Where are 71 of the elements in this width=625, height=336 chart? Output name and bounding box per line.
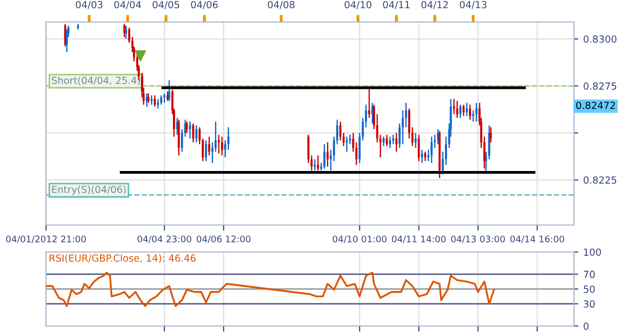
candlestick — [323, 144, 326, 170]
candlestick — [418, 134, 420, 162]
candlestick — [224, 140, 226, 158]
chart-title: RSI(EUR/GBP.Close, 14): 46.46 — [50, 254, 196, 263]
candlestick — [468, 104, 472, 120]
candlestick — [154, 94, 156, 108]
y-tick-label: 70 — [584, 270, 595, 278]
candlestick — [346, 136, 348, 152]
candlestick — [208, 136, 210, 156]
candlestick — [452, 98, 456, 115]
candlestick — [382, 136, 385, 147]
candlestick — [466, 102, 468, 117]
candlestick — [168, 80, 170, 102]
candlestick — [392, 134, 394, 145]
x2-tick-label: 04/04 — [114, 0, 142, 10]
candlestick — [66, 28, 68, 53]
candlestick — [456, 100, 458, 118]
y-tick-label: 0.8300 — [584, 35, 616, 43]
candlestick — [124, 25, 128, 40]
y-tick-label: 0.8275 — [584, 82, 616, 90]
ref-line-label: Short(04/04, 25.4) — [52, 76, 140, 86]
candlestick — [160, 94, 162, 106]
x-tick-label: 04/11 14:00 — [392, 236, 446, 244]
candlestick — [316, 154, 320, 172]
line-series — [46, 272, 495, 307]
y-tick-label: 50 — [584, 285, 595, 293]
y-tick-label: 0.8225 — [584, 176, 616, 184]
y-tick-label: 30 — [584, 300, 595, 308]
x-tick-label: 04/10 01:00 — [332, 236, 386, 244]
candlestick — [430, 136, 433, 164]
candlestick — [388, 136, 392, 149]
x-tick-label: 04/01/2012 21:00 — [6, 236, 86, 244]
x2-tick-label: 04/03 — [76, 0, 102, 10]
y-tick-label: 0 — [584, 322, 589, 330]
candlestick — [459, 104, 462, 118]
x-tick-label: 04/04 23:00 — [138, 236, 192, 244]
candlestick — [188, 120, 192, 140]
candlestick — [420, 149, 424, 164]
candlestick — [386, 134, 388, 147]
candlestick — [64, 23, 66, 48]
ref-line-label: Entry(S)(04/06) — [52, 186, 126, 195]
candlestick — [195, 124, 198, 143]
x2-tick-label: 04/08 — [268, 0, 295, 10]
x2-tick-label: 04/05 — [152, 0, 180, 10]
candlestick — [424, 151, 426, 162]
x-tick-label: 04/13 03:00 — [451, 236, 505, 244]
candlestick — [218, 134, 220, 154]
candlestick — [475, 102, 478, 122]
candlestick — [395, 132, 398, 152]
x-tick-label: 04/06 12:00 — [196, 236, 250, 244]
text: 0.82472 — [576, 102, 615, 110]
candlestick — [326, 142, 329, 168]
candlestick — [176, 117, 178, 136]
candlestick — [408, 108, 410, 140]
candlestick — [186, 120, 188, 134]
candlestick — [204, 140, 208, 162]
candlestick — [368, 87, 370, 118]
x2-tick-label: 04/13 — [460, 0, 486, 10]
x2-tick-label: 04/12 — [421, 0, 448, 10]
x-tick-label: 04/14 16:00 — [510, 236, 564, 244]
y-tick-label: 100 — [584, 248, 601, 256]
candlestick — [462, 104, 465, 117]
candlestick — [192, 122, 194, 143]
candlestick — [414, 132, 417, 149]
candlestick — [220, 136, 224, 156]
x2-tick-label: 04/06 — [191, 0, 218, 10]
candlestick — [490, 126, 492, 143]
candlestick — [472, 110, 474, 122]
x2-tick-label: 04/10 — [344, 0, 372, 10]
candlestick — [150, 94, 153, 106]
x2-tick-label: 04/11 — [383, 0, 410, 10]
